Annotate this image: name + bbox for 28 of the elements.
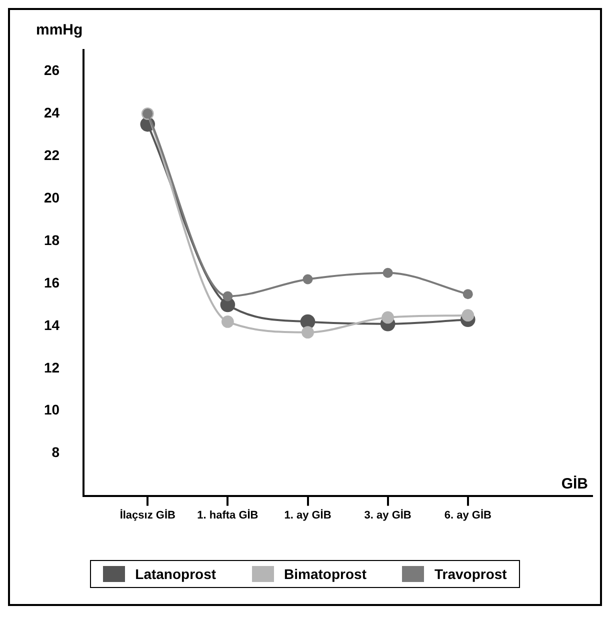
legend-label: Travoprost xyxy=(434,566,507,582)
y-tick-label: 8 xyxy=(52,444,60,460)
x-tick-label: İlaçsız GİB xyxy=(120,508,176,522)
legend-label: Latanoprost xyxy=(135,566,216,582)
point xyxy=(302,326,314,339)
x-tick-label: 1. ay GİB xyxy=(284,508,332,522)
y-tick-label: 14 xyxy=(44,316,60,333)
x-tick-label: 3. ay GİB xyxy=(364,508,412,522)
y-tick-label: 16 xyxy=(44,274,60,290)
y-tick-label: 22 xyxy=(44,147,60,163)
y-tick-label: 12 xyxy=(44,359,60,376)
y-axis-title: mmHg xyxy=(36,22,83,39)
point xyxy=(382,268,393,278)
y-tick-label: 18 xyxy=(44,232,60,248)
point xyxy=(302,274,313,284)
y-tick-label: 10 xyxy=(44,402,60,418)
point xyxy=(382,311,394,324)
point xyxy=(462,289,473,300)
x-tick-label: 6. ay GİB xyxy=(444,508,492,522)
point xyxy=(462,309,474,322)
y-tick-label: 20 xyxy=(44,189,60,206)
x-axis-title: GİB xyxy=(561,475,588,492)
y-tick-label: 26 xyxy=(44,62,60,78)
point xyxy=(222,291,233,302)
legend-label: Bimatoprost xyxy=(284,566,366,582)
x-tick-label: 1. hafta GİB xyxy=(197,508,258,522)
y-tick-label: 24 xyxy=(44,104,60,121)
point xyxy=(221,316,234,328)
